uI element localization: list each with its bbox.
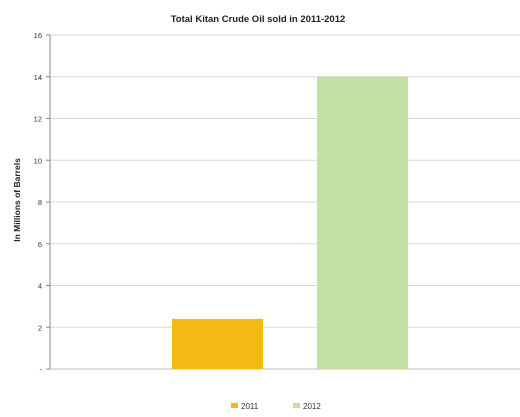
y-tick-label: 10 <box>34 156 42 165</box>
bar-2011 <box>172 318 263 369</box>
bar-2012 <box>317 76 408 369</box>
chart-title: Total Kitan Crude Oil sold in 2011-2012 <box>171 14 346 25</box>
bars <box>172 76 408 369</box>
y-tick-label: 4 <box>38 282 42 291</box>
y-tick-label: 2 <box>38 323 42 332</box>
y-tick-label: 12 <box>34 115 42 124</box>
y-axis-label: In Millions of Barrels <box>12 158 22 242</box>
legend: 2011 2012 <box>231 402 321 411</box>
legend-swatch-2011 <box>231 403 238 408</box>
y-tick-label: 16 <box>34 31 42 40</box>
y-axis-ticks: - 2 4 6 8 10 12 14 16 <box>34 31 50 374</box>
legend-label-2011: 2011 <box>241 402 259 411</box>
y-tick-label: 8 <box>38 198 42 207</box>
gridlines <box>49 34 520 370</box>
y-tick-label: 6 <box>38 240 42 249</box>
legend-swatch-2012 <box>293 403 300 408</box>
legend-label-2012: 2012 <box>303 402 321 411</box>
y-tick-label: 14 <box>34 73 42 82</box>
y-tick-label: - <box>40 365 43 374</box>
